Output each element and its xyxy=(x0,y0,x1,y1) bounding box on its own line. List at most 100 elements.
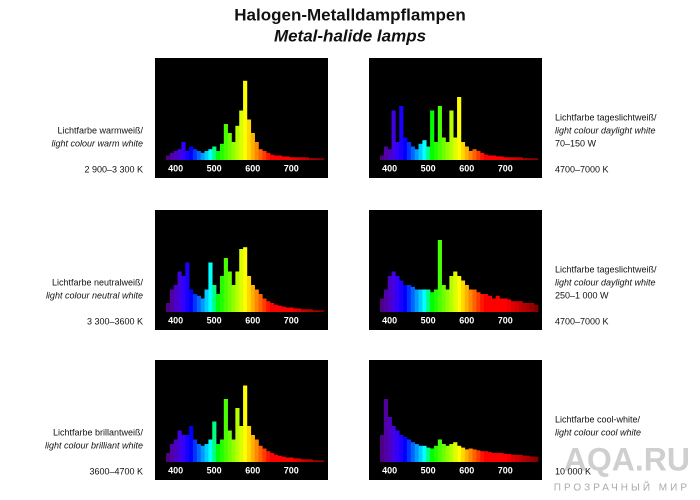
spectrum-bar xyxy=(223,399,228,462)
spectrum-bar xyxy=(530,158,535,160)
spectrum-bar xyxy=(530,303,535,312)
spectrum-bar xyxy=(304,459,309,462)
spectrum-bar xyxy=(204,444,209,462)
spectrum-bar xyxy=(304,157,309,160)
spectrum-bar xyxy=(308,158,313,160)
spectrum-bar xyxy=(189,289,194,312)
spectrum-bar xyxy=(320,310,325,312)
spectrum-bar xyxy=(189,426,194,462)
spectrum-bar xyxy=(231,142,236,160)
x-tick-label: 500 xyxy=(207,315,222,325)
spectrum-bar xyxy=(480,152,485,160)
spectrum-bar xyxy=(216,444,221,462)
spectrum-bar xyxy=(449,110,454,160)
lamp-label: light colour neutral white xyxy=(46,290,143,300)
spectrum-bar xyxy=(243,80,248,160)
spectrum-bar xyxy=(258,445,263,462)
spectrum-bar xyxy=(518,301,523,312)
x-tick-label: 700 xyxy=(284,465,299,475)
spectrum-bar xyxy=(430,292,435,312)
spectrum-bar xyxy=(239,426,244,462)
spectrum-bar xyxy=(316,460,321,462)
spectrum-bar xyxy=(507,299,512,312)
spectrum-bar xyxy=(258,294,263,312)
spectrum-bar xyxy=(437,240,442,312)
spectrum-bar xyxy=(511,454,516,462)
spectrum-bar xyxy=(514,157,520,160)
spectrum-bar xyxy=(297,157,302,160)
spectrum-bar xyxy=(173,285,178,312)
spectrum-bar xyxy=(414,444,419,462)
spectrum-bar xyxy=(514,454,520,462)
spectrum-bar xyxy=(304,309,309,312)
spectrum-bar xyxy=(289,157,294,160)
spectrum-bar xyxy=(410,146,415,160)
spectrum-bar xyxy=(380,435,385,462)
spectrum-bar xyxy=(169,152,175,160)
spectrum-bar xyxy=(300,157,306,160)
spectrum-bar xyxy=(387,417,392,462)
spectrum-bar xyxy=(511,157,516,160)
lamp-label: light colour daylight white xyxy=(555,277,656,287)
spectrum-bar xyxy=(406,142,412,160)
spectrum-bar xyxy=(487,155,493,160)
spectrum-bar xyxy=(406,285,412,312)
spectrum-bar xyxy=(308,459,313,462)
spectrum-bar xyxy=(503,157,508,160)
spectrum-bar xyxy=(526,303,531,312)
lamp-temperature: 3600–4700 K xyxy=(89,466,143,476)
watermark: AQA.RU xyxy=(564,441,690,477)
spectrum-bar xyxy=(227,430,232,462)
x-tick-label: 600 xyxy=(459,163,474,173)
spectrum-bar xyxy=(204,289,209,312)
x-tick-label: 500 xyxy=(421,315,436,325)
x-tick-label: 700 xyxy=(498,163,513,173)
lamp-label: Lichtfarbe tageslichtweiß/ xyxy=(555,112,657,122)
spectrum-bar xyxy=(208,439,213,462)
spectrum-bar xyxy=(212,146,217,160)
spectrum-bar xyxy=(530,456,535,462)
spectrum-bar xyxy=(399,106,404,160)
spectrum-bar xyxy=(460,447,466,462)
spectrum-bar xyxy=(212,285,217,312)
lamp-temperature: 2 900–3 300 K xyxy=(84,164,143,174)
spectrum-bar xyxy=(480,294,485,312)
spectrum-bar xyxy=(403,137,408,160)
spectrum-bar xyxy=(464,146,469,160)
spectrum-bar xyxy=(320,460,325,462)
spectrum-bar xyxy=(208,262,213,312)
spectrum-bar xyxy=(422,289,427,312)
spectrum-bar xyxy=(166,453,171,462)
spectrum-bar xyxy=(270,453,275,462)
spectrum-bar xyxy=(522,455,527,462)
spectrum-bar xyxy=(250,133,255,160)
spectrum-bar xyxy=(441,285,446,312)
spectrum-bar xyxy=(285,156,290,160)
x-tick-label: 500 xyxy=(207,163,222,173)
spectrum-bar xyxy=(208,149,213,160)
spectrum-bar xyxy=(526,158,531,160)
spectrum-bar xyxy=(399,280,404,312)
lamp-label: light colour cool white xyxy=(555,427,641,437)
spectrum-bar xyxy=(254,289,259,312)
lamp-temperature: 3 300–3600 K xyxy=(87,316,143,326)
x-tick-label: 600 xyxy=(245,163,260,173)
spectrum-bar xyxy=(383,399,389,462)
spectrum-bar xyxy=(499,453,504,462)
spectrum-bar xyxy=(445,289,450,312)
spectrum-bar xyxy=(460,142,466,160)
spectrum-bar xyxy=(293,157,298,160)
spectrum-bar xyxy=(289,307,294,312)
spectrum-bar xyxy=(453,137,458,160)
spectrum-bar xyxy=(181,276,186,312)
spectrum-bar xyxy=(457,445,462,462)
spectrum-bar xyxy=(189,146,194,160)
spectrum-bar xyxy=(426,447,431,462)
spectrum-bar xyxy=(293,458,298,462)
spectrum-bar xyxy=(414,149,419,160)
spectrum-bar xyxy=(235,271,240,312)
spectrum-bar xyxy=(185,435,190,462)
spectrum-bar xyxy=(499,156,504,160)
x-tick-label: 600 xyxy=(459,315,474,325)
spectrum-bar xyxy=(445,445,450,462)
